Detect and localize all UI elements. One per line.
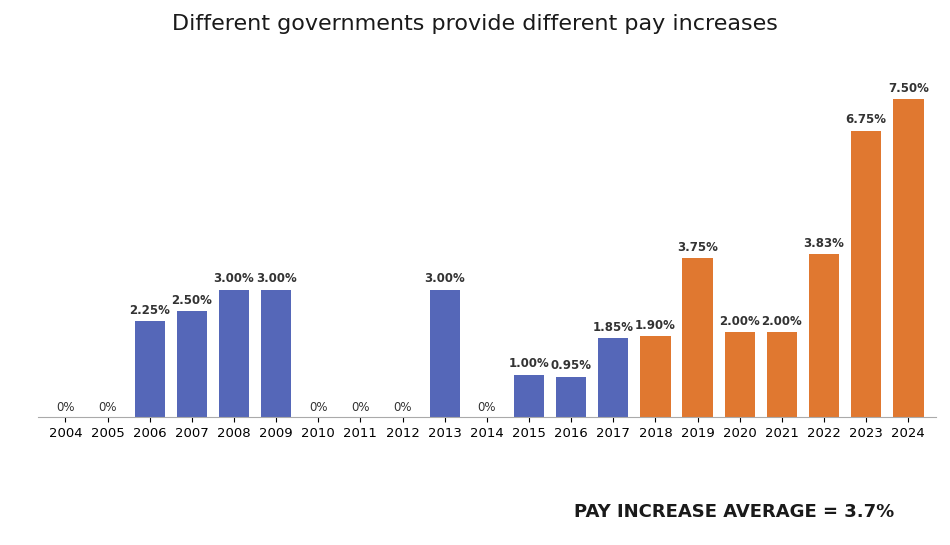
Bar [851,131,882,417]
Text: 3.00%: 3.00% [214,272,255,286]
Text: 0%: 0% [98,401,117,414]
Text: 1.00%: 1.00% [508,358,549,370]
Text: 6.75%: 6.75% [846,113,886,126]
Text: 0.95%: 0.95% [551,359,592,372]
Text: 0%: 0% [309,401,328,414]
Text: 2.00%: 2.00% [762,315,803,328]
Text: PAY INCREASE AVERAGE = 1.2%: PAY INCREASE AVERAGE = 1.2% [118,502,438,520]
Text: 1.90%: 1.90% [635,319,675,332]
Text: PAY INCREASE AVERAGE = 3.7%: PAY INCREASE AVERAGE = 3.7% [574,502,894,520]
Text: Different governments provide different pay increases: Different governments provide different … [172,14,778,34]
Text: 3.00%: 3.00% [256,272,296,286]
Text: 3.75%: 3.75% [677,240,718,253]
Bar [556,377,586,417]
Bar [725,332,755,417]
Bar [893,99,923,417]
Text: 2.00%: 2.00% [719,315,760,328]
Text: 0%: 0% [478,401,496,414]
Bar [218,289,249,417]
Text: 0%: 0% [56,401,75,414]
Bar [808,255,839,417]
Text: NDP/Green: NDP/Green [688,469,780,487]
Text: BC Liberal/Conservative: BC Liberal/Conservative [179,469,377,487]
Text: 3.00%: 3.00% [425,272,466,286]
Bar [514,374,544,417]
Text: 0%: 0% [352,401,370,414]
Bar [640,336,671,417]
Bar [261,289,292,417]
Bar [767,332,797,417]
Text: 0%: 0% [393,401,412,414]
Bar [429,289,460,417]
Bar [135,322,165,417]
Text: 2.25%: 2.25% [129,304,170,317]
Text: 1.85%: 1.85% [593,321,634,334]
Bar [598,338,629,417]
Bar [177,311,207,417]
Text: 7.50%: 7.50% [888,82,929,94]
Bar [682,258,712,417]
Text: 3.83%: 3.83% [804,237,845,250]
Text: 2.50%: 2.50% [171,294,212,307]
